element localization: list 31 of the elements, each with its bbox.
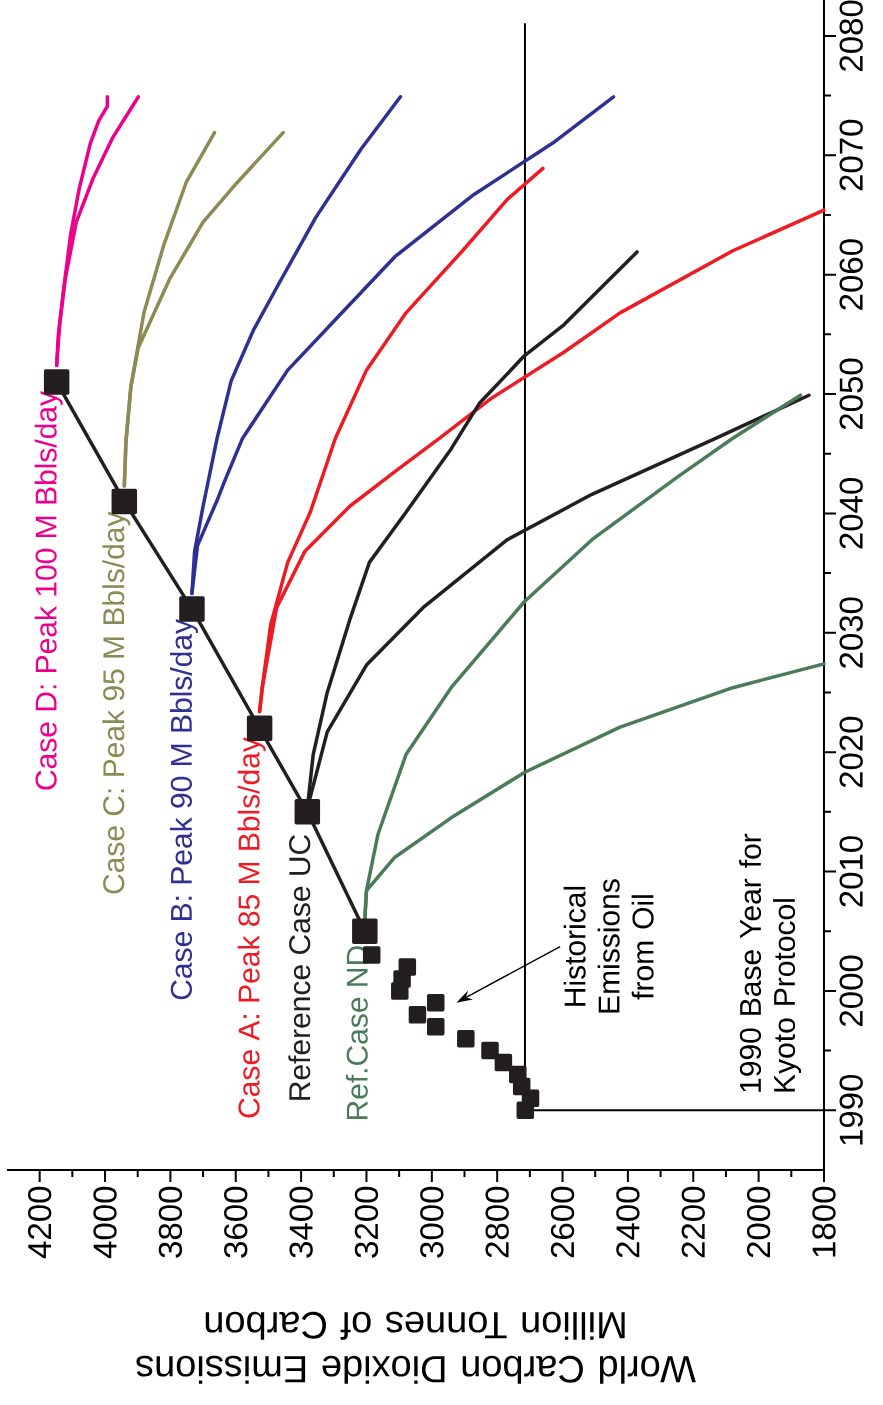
y-tick-label: 2050	[839, 358, 863, 430]
x-tick-label: 3200	[354, 1186, 379, 1258]
y-tick-label: 1990	[839, 1074, 863, 1145]
x-tick-label: 2800	[485, 1186, 509, 1258]
y-tick-label: 2020	[839, 716, 863, 788]
x-tick-label: 2000	[746, 1186, 771, 1258]
y-tick-label: 2040	[839, 478, 863, 549]
y-tick-label: 2010	[839, 836, 863, 907]
x-tick-label: 4200	[27, 1186, 52, 1259]
x-tick-label: 3400	[289, 1186, 313, 1258]
annotation: Historical Emissions from Oil	[563, 879, 654, 1013]
x-tick-label: 3600	[224, 1186, 248, 1258]
annotation: 1990 Base Year for Kyoto Protocol	[739, 833, 802, 1092]
x-tick-label: 2400	[616, 1186, 640, 1258]
y-tick-label: 2060	[839, 239, 863, 310]
y-tick-label: 2000	[839, 955, 863, 1026]
x-tick-label: 3800	[158, 1186, 183, 1258]
y-tick-label: 2070	[839, 119, 863, 191]
text: Case C: Peak 95 M Bbls/day	[102, 511, 131, 894]
text: Case A: Peak 85 M Bbls/day	[237, 737, 266, 1118]
x-axis-title: World Carbon Dioxide Emissions Million Tonnes of Carbon	[136, 1311, 696, 1384]
y-tick-label: 2080	[839, 0, 863, 71]
x-tick-label: 2600	[550, 1186, 575, 1258]
text: Case D: Peak 100 M Bbls/day	[34, 391, 63, 790]
x-tick-label: 2200	[681, 1186, 705, 1258]
y-tick-label: 2030	[839, 597, 863, 668]
x-tick-label: 3000	[420, 1186, 444, 1258]
text: Case B: Peak 90 M Bbls/day	[169, 619, 198, 1000]
x-tick-label: 4000	[93, 1186, 117, 1259]
x-tick-label: 1800	[812, 1186, 836, 1257]
text: Reference Case UC	[288, 835, 311, 1100]
